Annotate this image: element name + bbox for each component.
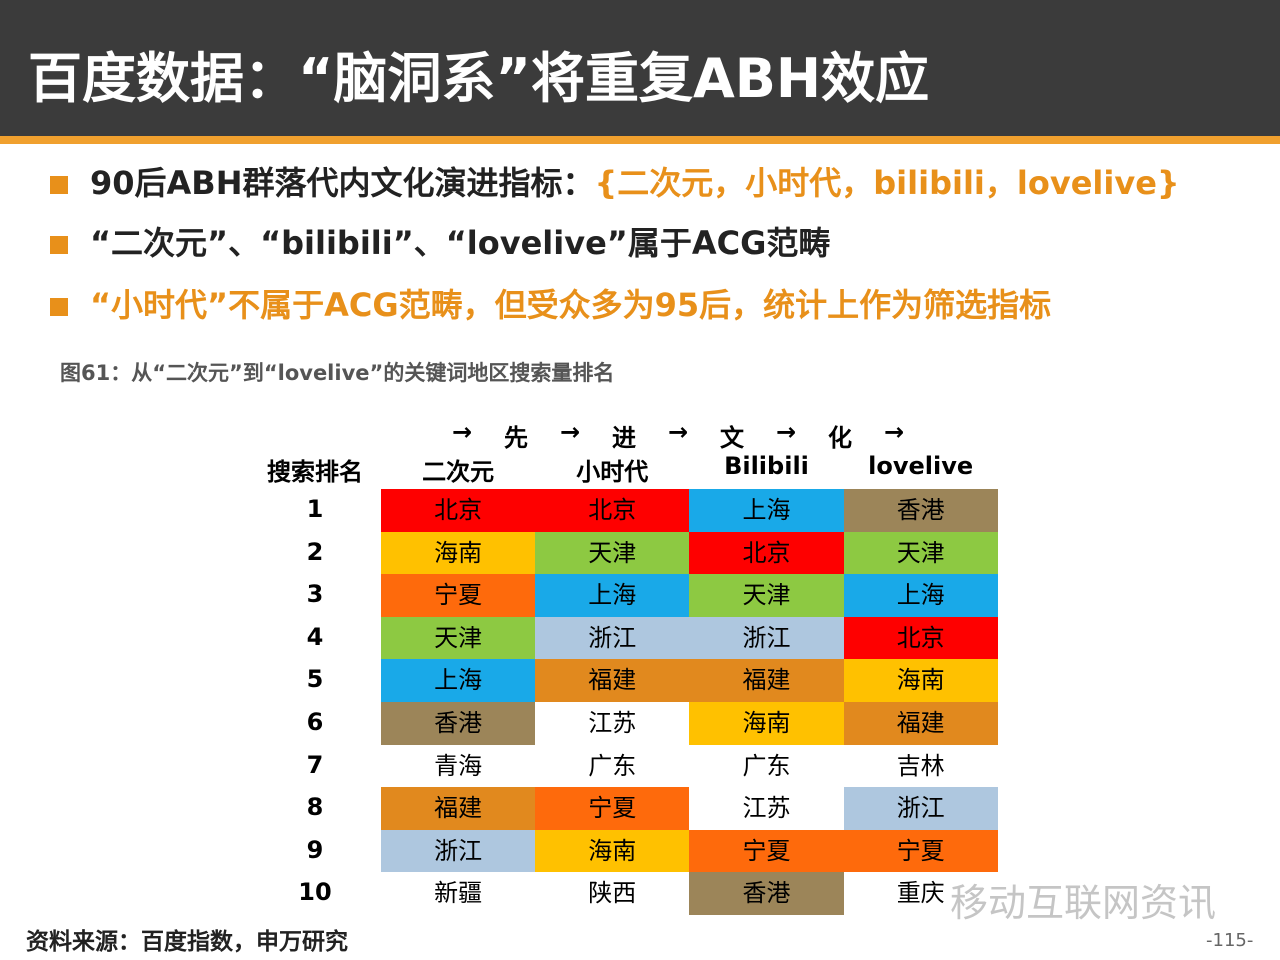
table-cell: 北京 — [689, 531, 844, 575]
watermark: 移动互联网资讯 — [950, 881, 1217, 925]
rank: 9 — [306, 835, 324, 864]
arrow-header: → — [451, 418, 473, 446]
bullet: 90后ABH群落代内文化演进指标：{二次元，小时代，bilibili，lovel… — [50, 158, 1180, 204]
arrow-header: 化 — [828, 424, 852, 452]
column-header: 二次元 — [422, 458, 495, 486]
table-cell: 上海 — [381, 659, 536, 702]
table-cell: 吉林 — [843, 744, 998, 788]
table-cell: 北京 — [843, 616, 998, 660]
table-cell: 浙江 — [535, 616, 690, 660]
rank: 4 — [306, 622, 324, 651]
arrow-header: → — [883, 418, 905, 446]
table-cell: 广东 — [535, 744, 690, 788]
table-cell: 陕西 — [535, 872, 690, 915]
figure-caption: 图61：从“二次元”到“lovelive”的关键词地区搜索量排名 — [60, 361, 615, 385]
bullet-marker — [50, 236, 68, 254]
column-header: 小时代 — [576, 458, 649, 486]
rank: 3 — [306, 580, 324, 609]
arrow-header: 先 — [504, 424, 528, 452]
table-cell: 福建 — [689, 659, 844, 702]
table-cell: 香港 — [843, 489, 998, 532]
bullet-text: 90后ABH群落代内文化演进指标： — [90, 164, 595, 202]
bullet: “二次元”、“bilibili”、“lovelive”属于ACG范畴 — [50, 218, 830, 264]
table-cell: 上海 — [689, 489, 844, 532]
table-cell: 江苏 — [535, 702, 690, 745]
column-header: lovelive — [868, 452, 974, 480]
table-cell: 浙江 — [381, 829, 536, 873]
rank: 5 — [306, 665, 324, 694]
rank: 8 — [306, 793, 324, 822]
table-cell: 天津 — [843, 531, 998, 575]
arrow-header: → — [667, 418, 689, 446]
page-number: -115- — [1206, 930, 1254, 951]
table-cell: 浙江 — [689, 616, 844, 660]
rank: 1 — [306, 495, 324, 523]
bullet-marker — [50, 298, 68, 316]
table-cell: 广东 — [689, 744, 844, 788]
table-cell: 海南 — [535, 829, 690, 873]
table-cell: 海南 — [843, 659, 998, 702]
source: 资料来源：百度指数，申万研究 — [26, 929, 348, 955]
arrow-header: → — [559, 418, 581, 446]
table-cell: 天津 — [689, 574, 844, 617]
table-cell: 上海 — [843, 574, 998, 617]
table-cell: 重庆 — [843, 872, 998, 915]
table-cell: 福建 — [535, 659, 690, 702]
table-cell: 香港 — [381, 702, 536, 745]
table-cell: 宁夏 — [381, 574, 536, 617]
rank-header: 搜索排名 — [267, 458, 363, 486]
rank: 2 — [306, 537, 324, 566]
table-cell: 宁夏 — [535, 787, 690, 830]
bullet-marker — [50, 176, 68, 194]
table-cell: 新疆 — [381, 872, 536, 915]
table-cell: 浙江 — [843, 787, 998, 830]
arrow-header: → — [775, 418, 797, 446]
column-header: Bilibili — [724, 452, 809, 480]
table-cell: 天津 — [381, 616, 536, 660]
table-cell: 北京 — [381, 489, 536, 532]
bullet-text: “二次元”、“bilibili”、“lovelive”属于ACG范畴 — [90, 224, 831, 262]
bullet: “小时代”不属于ACG范畴，但受众多为95后，统计上作为筛选指标 — [50, 280, 1051, 326]
table-cell: 青海 — [381, 744, 536, 788]
bullet-text: {二次元，小时代，bilibili，lovelive} — [594, 164, 1180, 202]
table-cell: 海南 — [689, 702, 844, 745]
rank: 7 — [306, 750, 324, 779]
rank: 10 — [298, 878, 332, 907]
table-cell: 北京 — [535, 489, 690, 532]
table-cell: 海南 — [381, 531, 536, 575]
table-cell: 宁夏 — [689, 829, 844, 873]
table-cell: 宁夏 — [843, 829, 998, 873]
table-cell: 福建 — [381, 787, 536, 830]
arrow-header: 文 — [720, 424, 744, 452]
title: 百度数据：“脑洞系”将重复ABH效应 — [28, 47, 930, 110]
table-cell: 福建 — [843, 702, 998, 745]
table-cell: 香港 — [689, 872, 844, 915]
arrow-header: 进 — [612, 424, 636, 452]
header: 百度数据：“脑洞系”将重复ABH效应 — [0, 0, 1280, 144]
rank: 6 — [306, 708, 324, 736]
table-cell: 上海 — [535, 574, 690, 617]
bullet-text: “小时代”不属于ACG范畴，但受众多为95后，统计上作为筛选指标 — [90, 286, 1052, 324]
table-cell: 江苏 — [689, 787, 844, 830]
table-cell: 天津 — [535, 531, 690, 575]
